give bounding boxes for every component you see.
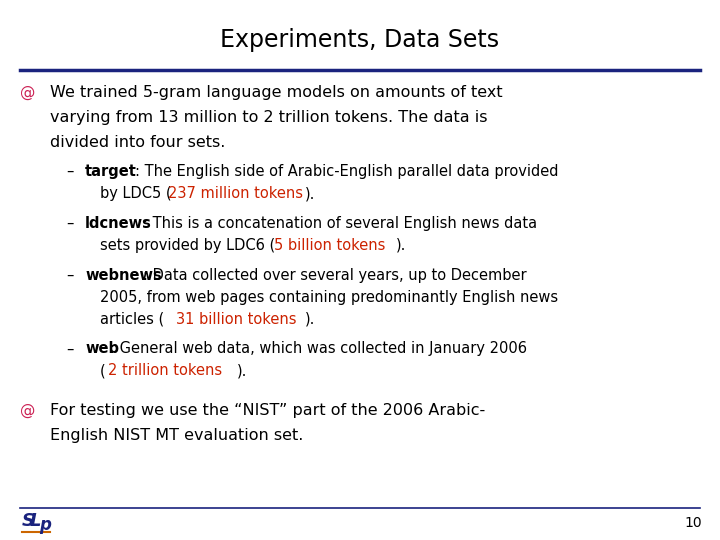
Text: 2005, from web pages containing predominantly English news: 2005, from web pages containing predomin…	[100, 289, 558, 305]
Text: L: L	[30, 512, 42, 530]
Text: Experiments, Data Sets: Experiments, Data Sets	[220, 28, 500, 52]
Text: articles (: articles (	[100, 312, 164, 327]
Text: S: S	[22, 512, 35, 530]
Text: ).: ).	[236, 363, 247, 379]
Text: 5 billion tokens: 5 billion tokens	[274, 238, 386, 253]
Text: 237 million tokens: 237 million tokens	[168, 186, 303, 201]
Text: We trained 5-gram language models on amounts of text: We trained 5-gram language models on amo…	[50, 85, 503, 100]
Text: ).: ).	[305, 186, 315, 201]
Text: : General web data, which was collected in January 2006: : General web data, which was collected …	[110, 341, 527, 356]
Text: : Data collected over several years, up to December: : Data collected over several years, up …	[143, 268, 527, 283]
Text: (: (	[100, 363, 106, 379]
Text: English NIST MT evaluation set.: English NIST MT evaluation set.	[50, 428, 303, 443]
Text: 2 trillion tokens: 2 trillion tokens	[107, 363, 222, 379]
Text: –: –	[66, 164, 73, 179]
Text: : The English side of Arabic-English parallel data provided: : The English side of Arabic-English par…	[135, 164, 559, 179]
Text: sets provided by LDC6 (: sets provided by LDC6 (	[100, 238, 275, 253]
Text: webnews: webnews	[85, 268, 162, 283]
Text: by LDC5 (: by LDC5 (	[100, 186, 171, 201]
Text: For testing we use the “NIST” part of the 2006 Arabic-: For testing we use the “NIST” part of th…	[50, 403, 485, 418]
Text: ).: ).	[305, 312, 315, 327]
Text: @: @	[20, 403, 36, 418]
Text: p: p	[39, 516, 51, 534]
Text: web: web	[85, 341, 119, 356]
Text: target: target	[85, 164, 137, 179]
Text: 10: 10	[685, 516, 702, 530]
Text: –: –	[66, 341, 73, 356]
Text: varying from 13 million to 2 trillion tokens. The data is: varying from 13 million to 2 trillion to…	[50, 110, 487, 125]
Text: ).: ).	[396, 238, 406, 253]
Text: 31 billion tokens: 31 billion tokens	[176, 312, 297, 327]
Text: @: @	[20, 85, 36, 100]
Text: –: –	[66, 216, 73, 231]
Text: –: –	[66, 268, 73, 283]
Text: : This is a concatenation of several English news data: : This is a concatenation of several Eng…	[143, 216, 538, 231]
Text: divided into four sets.: divided into four sets.	[50, 134, 225, 150]
Text: ldcnews: ldcnews	[85, 216, 152, 231]
